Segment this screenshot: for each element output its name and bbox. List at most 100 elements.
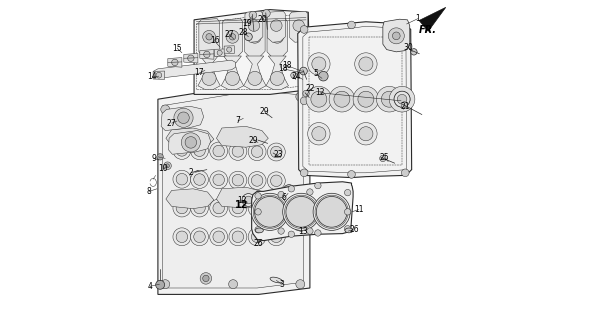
Circle shape [348, 171, 355, 178]
Circle shape [176, 202, 188, 214]
Text: 5: 5 [313, 69, 318, 78]
Circle shape [353, 86, 379, 112]
Text: 22: 22 [306, 84, 315, 93]
Circle shape [155, 280, 164, 289]
Circle shape [252, 34, 258, 40]
Text: 27: 27 [225, 30, 234, 39]
Text: 29: 29 [260, 107, 270, 116]
Circle shape [249, 11, 257, 19]
Circle shape [270, 71, 284, 85]
Circle shape [288, 186, 294, 192]
Circle shape [254, 196, 285, 227]
Circle shape [157, 154, 163, 160]
Polygon shape [169, 131, 211, 154]
Text: 7: 7 [236, 116, 240, 125]
Polygon shape [243, 56, 266, 90]
Text: 18: 18 [278, 64, 288, 73]
Circle shape [334, 91, 350, 107]
Circle shape [232, 146, 243, 157]
Circle shape [176, 145, 188, 156]
Text: 19: 19 [242, 19, 251, 28]
Circle shape [188, 55, 194, 61]
Circle shape [173, 141, 191, 159]
Circle shape [248, 199, 266, 217]
Circle shape [229, 199, 247, 217]
Circle shape [283, 185, 295, 196]
Polygon shape [267, 11, 285, 42]
Circle shape [401, 97, 409, 105]
Circle shape [194, 202, 205, 214]
Circle shape [245, 196, 253, 204]
Polygon shape [194, 10, 310, 94]
Text: 26: 26 [349, 225, 359, 234]
Polygon shape [158, 83, 310, 294]
Circle shape [200, 273, 212, 284]
Polygon shape [222, 56, 243, 90]
Circle shape [255, 193, 261, 199]
Circle shape [173, 199, 191, 217]
Polygon shape [245, 19, 265, 58]
Circle shape [229, 228, 247, 246]
Circle shape [359, 127, 373, 141]
Circle shape [296, 92, 305, 101]
Circle shape [344, 209, 351, 215]
Circle shape [255, 209, 261, 215]
Circle shape [229, 34, 236, 40]
Circle shape [210, 228, 228, 246]
Text: 15: 15 [172, 44, 182, 52]
Circle shape [229, 85, 237, 94]
Polygon shape [290, 11, 308, 42]
Circle shape [213, 231, 225, 243]
Circle shape [308, 123, 330, 145]
Circle shape [164, 162, 171, 170]
Ellipse shape [345, 228, 353, 233]
Polygon shape [214, 49, 225, 57]
Text: FR.: FR. [419, 25, 436, 35]
Circle shape [314, 182, 321, 189]
Circle shape [300, 97, 308, 105]
Circle shape [248, 172, 266, 189]
Polygon shape [166, 189, 214, 209]
Text: 23: 23 [274, 150, 283, 159]
Polygon shape [161, 106, 204, 131]
Text: 1: 1 [416, 14, 421, 23]
Circle shape [232, 202, 243, 214]
Circle shape [191, 228, 208, 246]
Polygon shape [199, 19, 219, 58]
Polygon shape [154, 60, 236, 78]
Polygon shape [217, 126, 268, 147]
Circle shape [354, 53, 377, 75]
Circle shape [251, 231, 263, 243]
Circle shape [185, 137, 197, 148]
Circle shape [358, 91, 374, 107]
Circle shape [359, 57, 373, 71]
Polygon shape [266, 56, 288, 90]
Circle shape [217, 50, 222, 55]
Circle shape [267, 199, 285, 217]
Text: 26: 26 [253, 239, 263, 248]
Circle shape [271, 30, 283, 43]
Circle shape [278, 191, 284, 198]
Polygon shape [419, 7, 446, 31]
Circle shape [329, 86, 354, 112]
Circle shape [376, 86, 402, 112]
Circle shape [312, 127, 326, 141]
Circle shape [191, 171, 208, 188]
Circle shape [389, 86, 415, 112]
Circle shape [288, 231, 294, 237]
Text: 30: 30 [404, 43, 413, 52]
Circle shape [203, 275, 209, 282]
Circle shape [213, 145, 225, 157]
Circle shape [296, 280, 305, 289]
Polygon shape [153, 71, 164, 79]
Text: 13: 13 [298, 228, 308, 236]
Circle shape [303, 90, 309, 97]
Text: 6: 6 [282, 193, 287, 202]
Circle shape [394, 91, 410, 107]
Polygon shape [163, 90, 304, 288]
Text: 20: 20 [258, 15, 267, 24]
Circle shape [204, 51, 210, 58]
Polygon shape [166, 128, 214, 148]
Ellipse shape [270, 277, 282, 283]
Circle shape [267, 228, 285, 246]
